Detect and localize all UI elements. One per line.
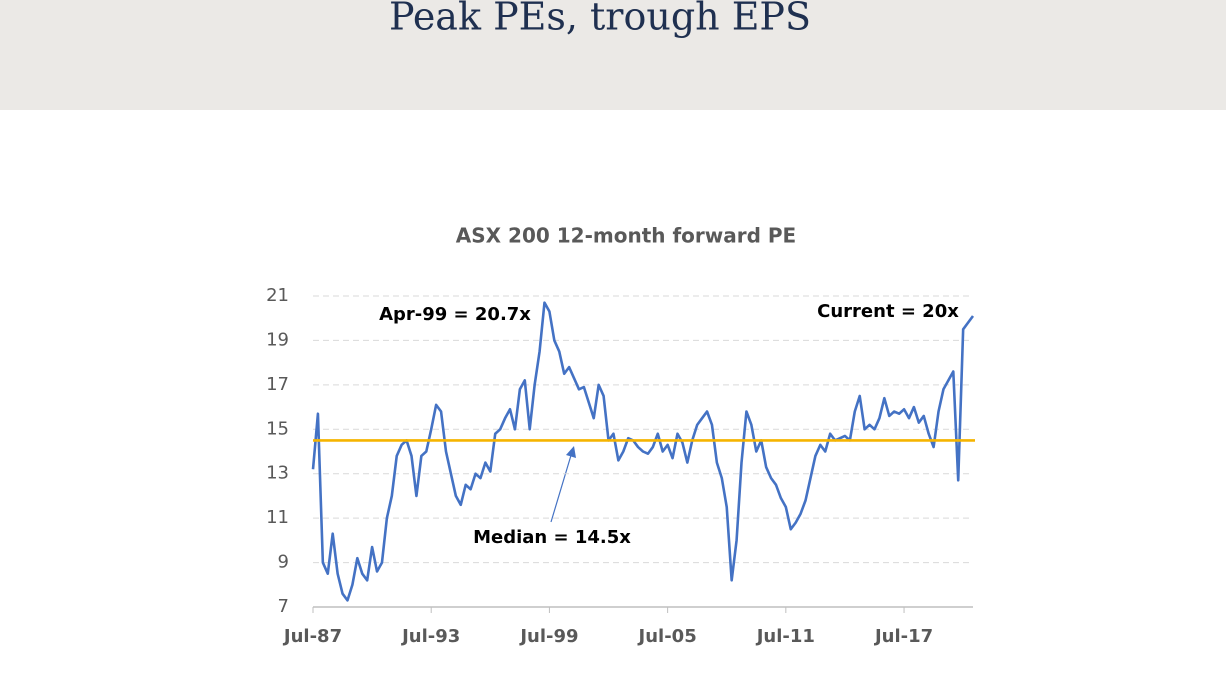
x-tick-label: Jul-87 xyxy=(282,626,342,647)
arrow-head xyxy=(566,446,576,458)
pe-line xyxy=(311,301,975,602)
y-tick-label: 9 xyxy=(278,552,289,573)
annotation-arrow xyxy=(550,451,573,523)
x-tick-label: Jul-11 xyxy=(755,626,815,647)
x-tick-label: Jul-99 xyxy=(518,626,578,647)
y-tick-label: 19 xyxy=(266,329,289,350)
y-tick-label: 15 xyxy=(266,418,289,439)
chart-title: ASX 200 12-month forward PE xyxy=(456,224,796,248)
x-tick-label: Jul-05 xyxy=(637,626,697,647)
header-band xyxy=(0,0,1226,110)
y-tick-label: 17 xyxy=(266,374,289,395)
y-tick-label: 11 xyxy=(266,507,289,528)
annotation: Apr-99 = 20.7x xyxy=(379,304,531,325)
x-tick-label: Jul-17 xyxy=(873,626,933,647)
y-tick-label: 13 xyxy=(266,463,289,484)
y-tick-label: 7 xyxy=(278,596,289,617)
annotation: Median = 14.5x xyxy=(473,527,631,548)
slide-title: Peak PEs, trough EPS xyxy=(389,0,811,39)
y-tick-label: 21 xyxy=(266,285,289,306)
annotation: Current = 20x xyxy=(817,301,959,322)
x-tick-label: Jul-93 xyxy=(400,626,460,647)
